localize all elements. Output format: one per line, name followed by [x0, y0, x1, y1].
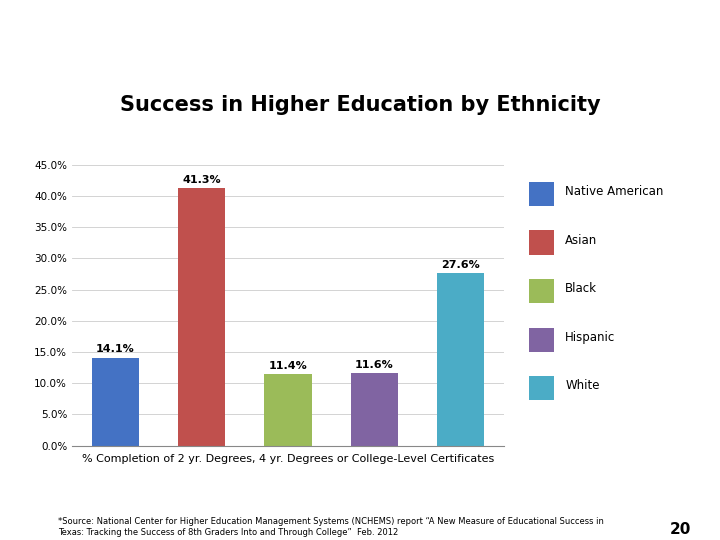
Bar [178, 188, 225, 446]
Circle shape [0, 9, 335, 66]
Bar [264, 374, 312, 446]
Text: College Persistence: College Persistence [137, 25, 399, 50]
Text: 20: 20 [670, 522, 691, 537]
Text: 41.3%: 41.3% [182, 174, 221, 185]
FancyBboxPatch shape [529, 279, 554, 303]
Text: Native American: Native American [565, 185, 664, 198]
Bar [437, 273, 485, 446]
Text: 11.6%: 11.6% [355, 360, 394, 370]
FancyBboxPatch shape [529, 181, 554, 206]
FancyBboxPatch shape [529, 327, 554, 352]
FancyBboxPatch shape [529, 376, 554, 401]
FancyBboxPatch shape [529, 231, 554, 255]
Text: Success in Higher Education by Ethnicity: Success in Higher Education by Ethnicity [120, 94, 600, 115]
Text: Asian: Asian [565, 233, 598, 247]
Bar [91, 357, 139, 446]
Text: Hispanic: Hispanic [565, 330, 616, 344]
X-axis label: % Completion of 2 yr. Degrees, 4 yr. Degrees or College-Level Certificates: % Completion of 2 yr. Degrees, 4 yr. Deg… [82, 454, 494, 464]
Text: White: White [565, 379, 600, 393]
Text: *Source: National Center for Higher Education Management Systems (NCHEMS) report: *Source: National Center for Higher Educ… [58, 516, 603, 537]
Bar [351, 373, 398, 446]
Text: 27.6%: 27.6% [441, 260, 480, 270]
Text: 11.4%: 11.4% [269, 361, 307, 371]
Text: 14.1%: 14.1% [96, 345, 135, 354]
Text: Black: Black [565, 282, 597, 295]
